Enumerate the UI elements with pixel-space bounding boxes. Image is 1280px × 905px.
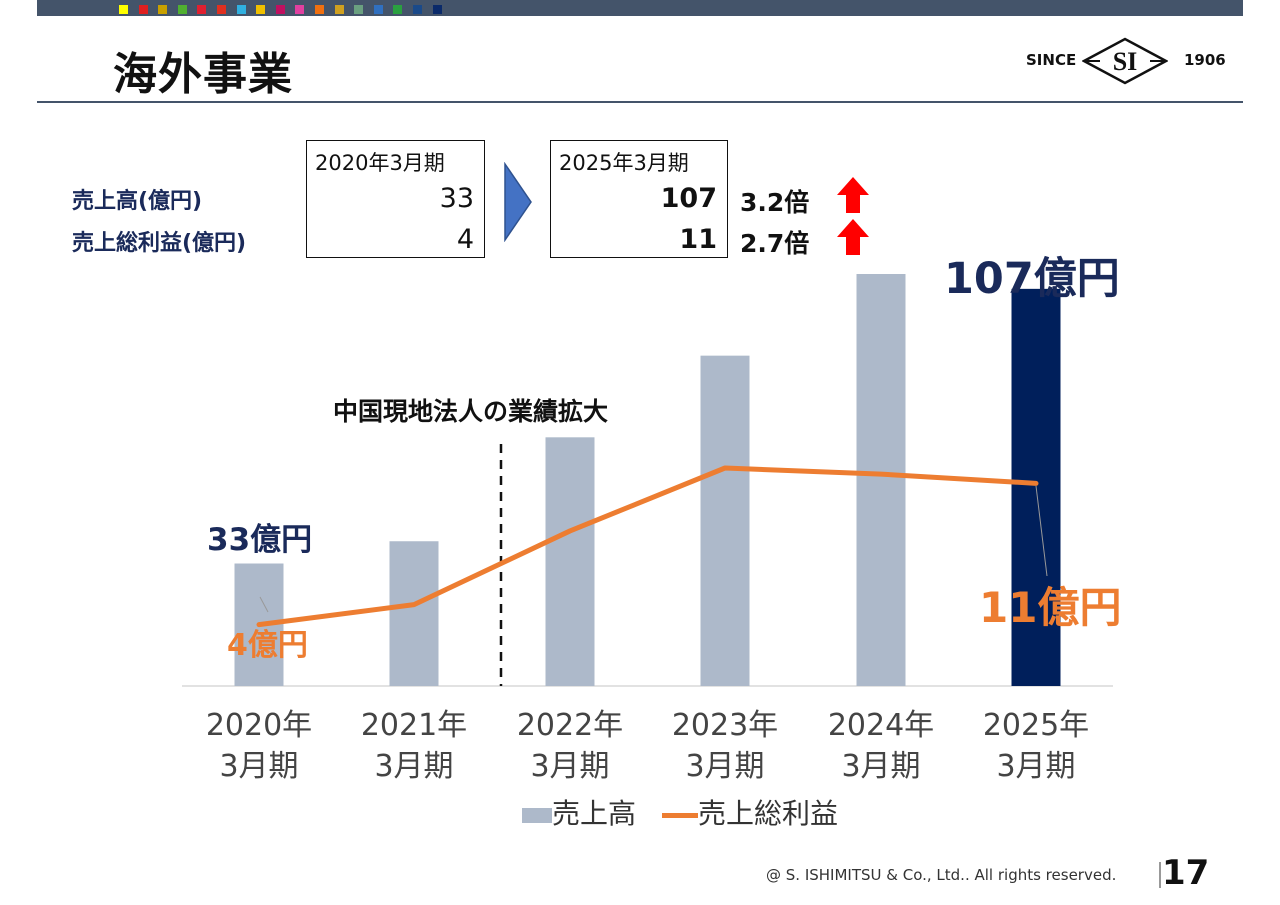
sales-bar-2021年 xyxy=(389,541,439,686)
color-swatch xyxy=(315,5,324,14)
company-logo: SINCE SI 1906 xyxy=(1022,37,1226,85)
annotation-china-subsidiary: 中国現地法人の業績拡大 xyxy=(333,397,609,426)
leader-line-profit-2020 xyxy=(259,596,269,613)
legend-sales-label: 売上高 xyxy=(552,797,637,830)
color-swatch xyxy=(197,5,207,14)
page-number-bar xyxy=(1159,862,1161,888)
up-arrow-icon xyxy=(837,177,869,213)
color-swatch xyxy=(236,5,246,14)
logo-diamond-icon: SI xyxy=(1082,37,1168,85)
copyright-text: @ S. ISHIMITSU & Co., Ltd.. All rights r… xyxy=(766,866,1117,884)
data-label-profit-2020: 4億円 xyxy=(227,628,308,663)
legend-sales: 売上高 xyxy=(522,792,636,832)
color-swatch xyxy=(432,5,442,14)
x-tick-label: 2021年 xyxy=(361,708,467,743)
summary-box-2025: 2025年3月期 107 11 xyxy=(550,140,728,258)
up-arrow-icon xyxy=(837,219,869,255)
x-tick-label: 2022年 xyxy=(517,708,623,743)
legend-profit-label: 売上総利益 xyxy=(698,797,839,830)
color-swatch xyxy=(275,5,285,14)
header-rule xyxy=(37,101,1243,103)
page-title: 海外事業 xyxy=(113,49,293,100)
legend-sales-swatch xyxy=(522,807,552,823)
logo-mark-text: SI xyxy=(1113,47,1138,76)
x-tick-label: 3月期 xyxy=(996,749,1075,784)
x-tick-label: 3月期 xyxy=(685,749,764,784)
color-swatch xyxy=(373,5,383,14)
color-swatch xyxy=(295,5,305,14)
box-2025-sales: 107 xyxy=(660,183,717,214)
page-number: 17 xyxy=(1162,853,1210,893)
x-tick-label: 3月期 xyxy=(530,749,609,784)
legend-profit: 売上総利益 xyxy=(662,792,838,832)
x-tick-label: 3月期 xyxy=(841,749,920,784)
logo-year-text: 1906 xyxy=(1184,51,1226,69)
sales-bar-2023年 xyxy=(700,355,750,686)
box-2025-period: 2025年3月期 xyxy=(559,151,689,175)
x-tick-label: 2023年 xyxy=(672,708,778,743)
box-2020-profit: 4 xyxy=(456,224,474,255)
x-tick-label: 3月期 xyxy=(219,749,298,784)
summary-box-2020: 2020年3月期 33 4 xyxy=(306,140,485,258)
data-label-sales-2020: 33億円 xyxy=(207,522,313,558)
leader-line-profit-2025 xyxy=(1035,485,1048,577)
color-swatch xyxy=(138,5,148,14)
multiple-sales: 3.2倍 xyxy=(740,188,810,217)
data-label-profit-2025: 11億円 xyxy=(979,583,1122,632)
legend-profit-swatch xyxy=(662,812,698,818)
x-tick-label: 2025年 xyxy=(983,708,1089,743)
logo-since-text: SINCE xyxy=(1026,51,1077,69)
color-swatch xyxy=(334,5,344,14)
progress-chevron-icon xyxy=(504,162,532,242)
x-tick-label: 2020年 xyxy=(206,708,312,743)
x-tick-label: 3月期 xyxy=(374,749,453,784)
data-label-sales-2025: 107億円 xyxy=(944,254,1120,304)
box-2020-sales: 33 xyxy=(439,183,474,214)
row-label-sales: 売上高(億円) xyxy=(72,189,203,214)
box-2020-period: 2020年3月期 xyxy=(315,151,445,175)
sales-bar-2022年 xyxy=(545,437,595,686)
profit-line xyxy=(256,465,1039,628)
color-swatch xyxy=(354,5,364,14)
color-swatch xyxy=(158,5,168,14)
color-swatch xyxy=(256,5,266,14)
color-swatch xyxy=(393,5,403,14)
color-swatch xyxy=(217,5,226,14)
x-tick-label: 2024年 xyxy=(828,708,934,743)
color-swatch xyxy=(119,5,128,14)
sales-bar-2024年 xyxy=(856,274,906,686)
color-swatch xyxy=(177,5,187,14)
multiple-profit: 2.7倍 xyxy=(740,229,810,258)
row-label-profit: 売上総利益(億円) xyxy=(72,231,247,256)
box-2025-profit: 11 xyxy=(679,224,717,255)
color-swatch xyxy=(413,5,422,14)
